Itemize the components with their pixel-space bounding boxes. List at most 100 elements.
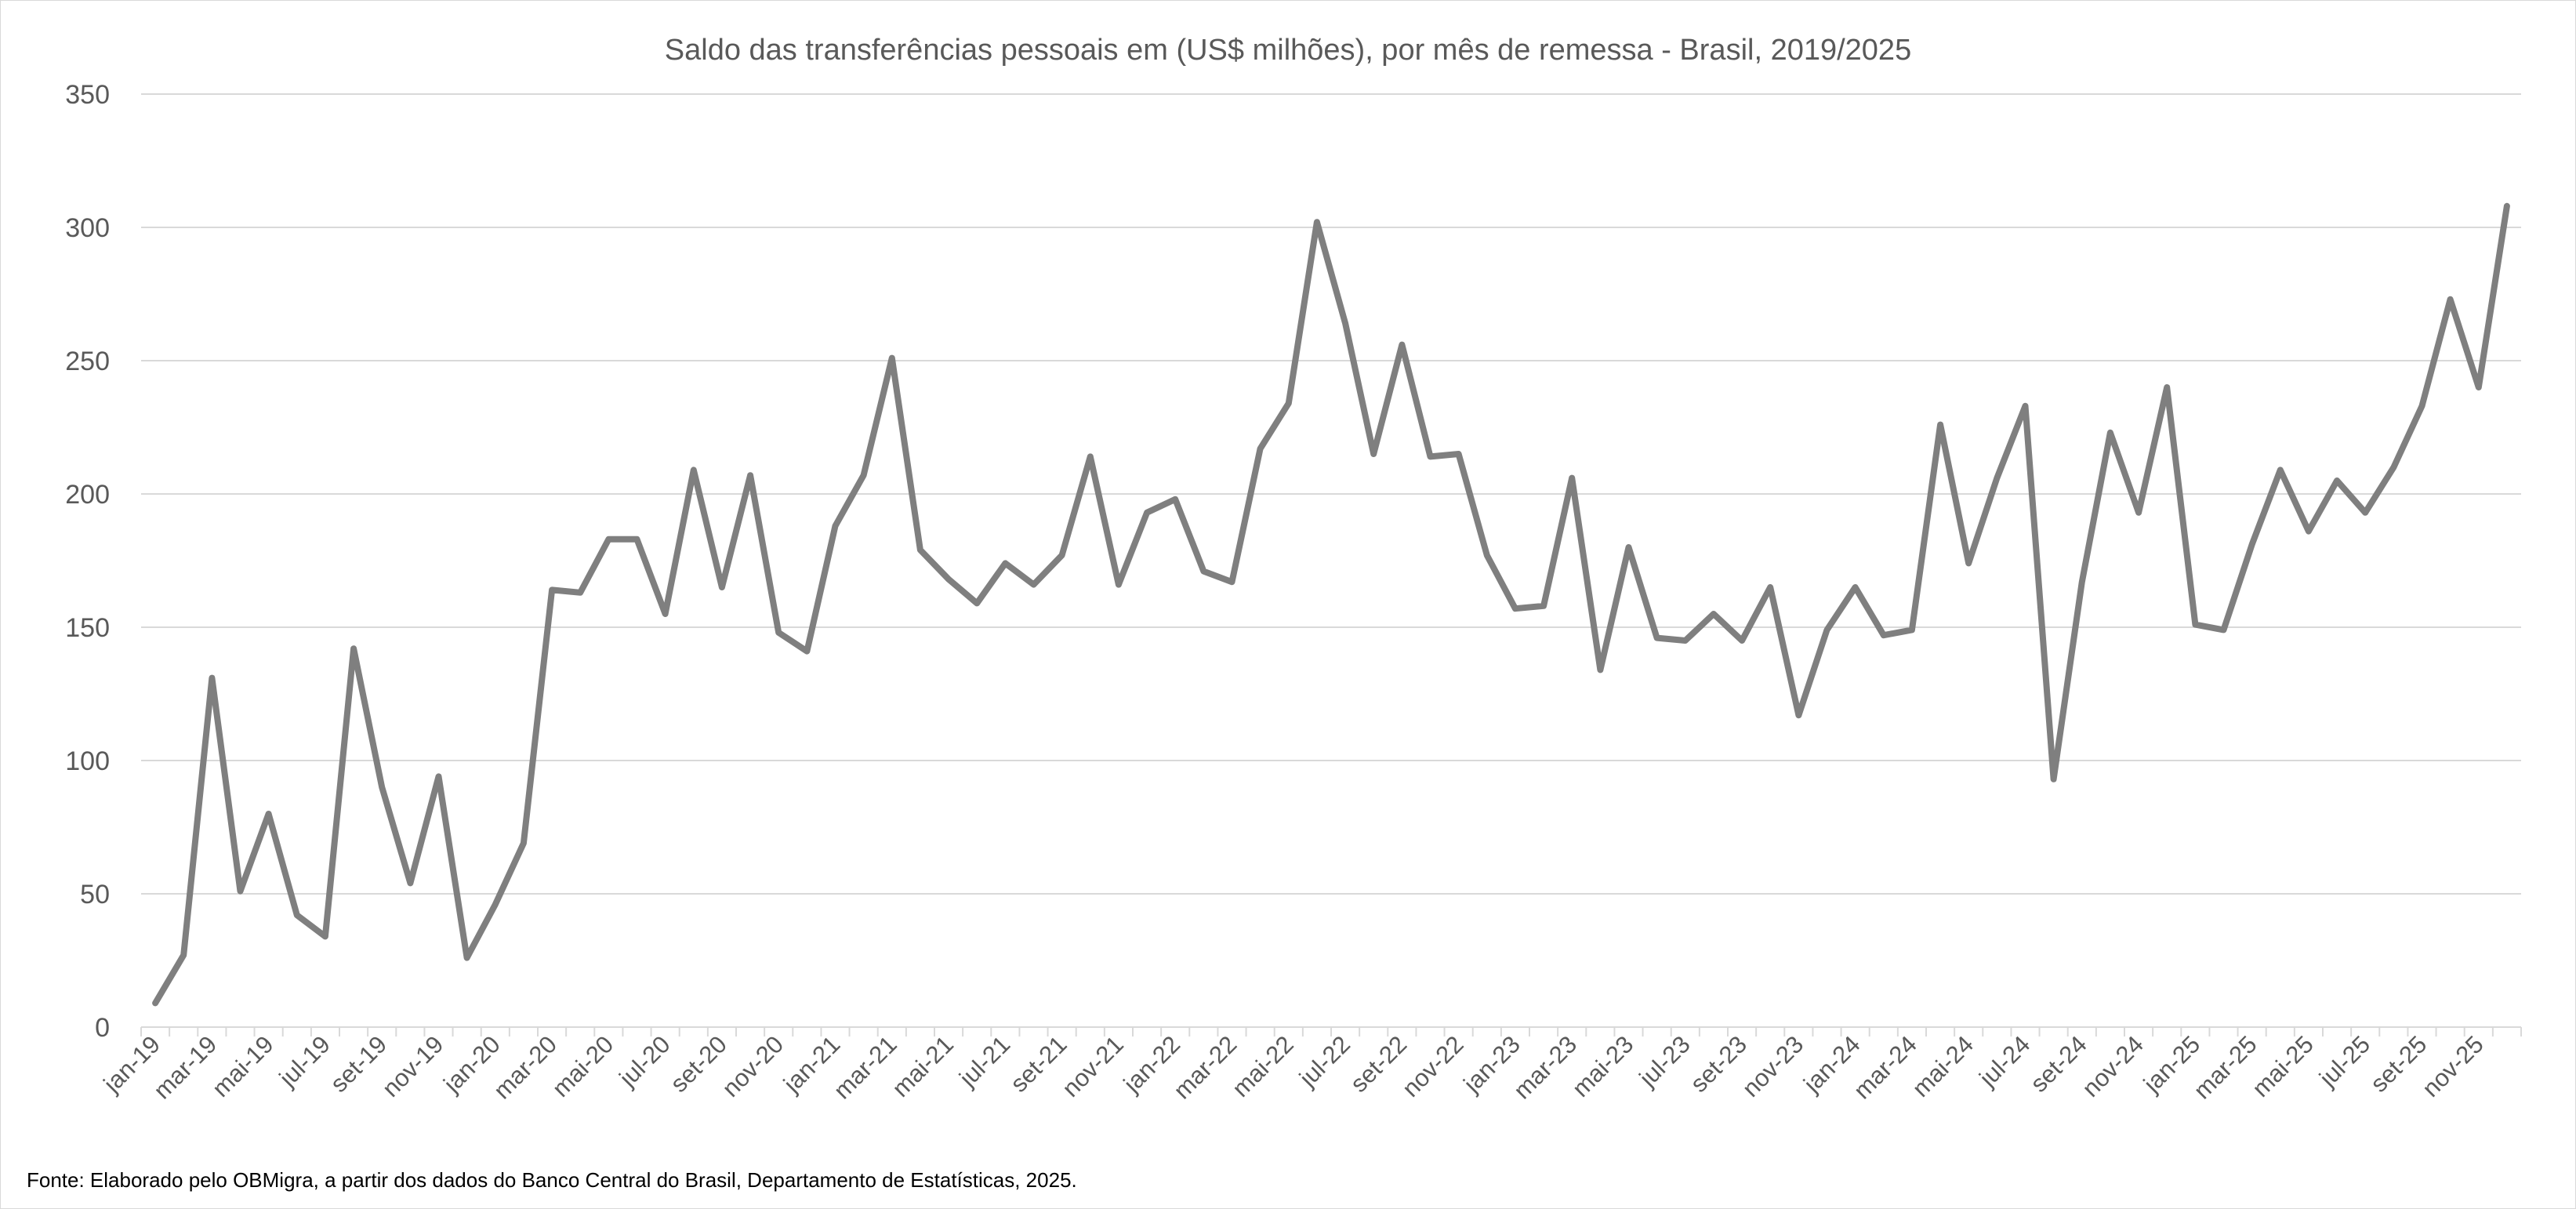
data-point: [1654, 635, 1660, 641]
x-tick-label: jul-19: [274, 1030, 336, 1092]
data-point: [1994, 475, 2000, 481]
data-point: [1116, 582, 1121, 587]
x-axis: jan-19mar-19mai-19jul-19set-19nov-19jan-…: [98, 1026, 2522, 1104]
data-point: [2306, 528, 2311, 534]
data-point: [1740, 638, 1745, 643]
data-point: [209, 675, 215, 681]
data-point: [2023, 403, 2028, 408]
data-point: [153, 1000, 158, 1006]
y-tick-label: 250: [65, 347, 110, 376]
data-point: [181, 953, 187, 958]
x-tick-label: nov-19: [377, 1030, 449, 1102]
x-tick-label: mar-21: [829, 1030, 902, 1104]
x-tick-label: nov-21: [1057, 1030, 1129, 1102]
data-point: [1201, 568, 1206, 574]
data-point: [1229, 579, 1235, 585]
y-tick-label: 150: [65, 613, 110, 643]
data-point: [492, 902, 498, 907]
x-tick-label: mai-21: [887, 1030, 959, 1102]
data-point: [691, 467, 696, 473]
x-tick-label: nov-20: [717, 1030, 789, 1102]
x-tick-label: mar-19: [148, 1030, 222, 1104]
data-point: [606, 536, 611, 542]
data-point: [917, 547, 923, 553]
data-point: [776, 630, 782, 635]
x-tick-label: mar-24: [1849, 1030, 1922, 1104]
data-point: [1966, 561, 1972, 566]
data-point: [2419, 403, 2425, 408]
x-tick-label: mai-22: [1227, 1030, 1299, 1102]
y-tick-label: 0: [95, 1013, 110, 1043]
data-point: [1286, 401, 1291, 406]
data-point: [2335, 478, 2340, 483]
data-point: [1456, 452, 1461, 456]
x-tick-label: nov-22: [1397, 1030, 1469, 1102]
data-point: [1938, 422, 1943, 427]
y-tick-label: 200: [65, 480, 110, 510]
data-point: [2221, 627, 2226, 633]
data-point: [889, 355, 894, 361]
x-tick-label: mar-20: [488, 1030, 562, 1104]
data-point: [1852, 585, 1858, 590]
x-tick-label: mai-25: [2247, 1030, 2319, 1102]
data-point: [266, 811, 271, 816]
x-tick-label: jul-23: [1634, 1030, 1696, 1092]
data-point: [748, 473, 753, 478]
data-point: [1484, 553, 1489, 558]
data-point: [634, 536, 640, 542]
data-point: [833, 523, 838, 528]
series-line: [152, 202, 2510, 1007]
data-point: [1371, 452, 1377, 456]
data-point: [2249, 542, 2255, 547]
data-point: [1711, 612, 1716, 616]
data-point: [1598, 667, 1603, 673]
data-point: [1003, 561, 1008, 566]
data-point: [946, 576, 952, 582]
data-point: [1569, 475, 1575, 481]
data-point: [379, 785, 385, 790]
data-point: [861, 473, 866, 478]
data-point: [408, 880, 413, 886]
data-point: [550, 587, 555, 593]
y-tick-label: 50: [80, 880, 110, 909]
x-tick-label: nov-24: [2077, 1030, 2149, 1102]
data-point: [1031, 582, 1036, 587]
x-tick-label: jul-20: [614, 1030, 676, 1092]
data-point: [2079, 579, 2084, 585]
x-tick-label: mar-23: [1508, 1030, 1582, 1104]
x-tick-label: mai-24: [1907, 1030, 1979, 1102]
data-point: [1881, 633, 1886, 638]
data-point: [1626, 545, 1631, 550]
data-point: [464, 955, 470, 960]
data-point: [2391, 465, 2396, 470]
data-point: [436, 774, 441, 779]
data-point: [2136, 510, 2142, 515]
y-tick-label: 300: [65, 213, 110, 243]
data-point: [351, 646, 357, 652]
data-point: [2107, 430, 2113, 435]
data-point: [1428, 454, 1433, 459]
data-point: [2193, 622, 2198, 627]
x-tick-label: mai-20: [547, 1030, 619, 1102]
data-point: [1257, 446, 1263, 452]
data-point: [974, 601, 980, 606]
gridlines: [141, 93, 2521, 895]
data-point: [2277, 467, 2283, 473]
data-point: [1343, 321, 1348, 326]
data-point: [1512, 606, 1518, 612]
data-point: [1059, 553, 1065, 558]
data-point: [2447, 296, 2453, 302]
data-point: [1314, 220, 1319, 225]
data-point: [578, 590, 583, 595]
x-tick-label: mar-25: [2188, 1030, 2262, 1104]
x-tick-label: jul-25: [2313, 1030, 2375, 1092]
y-axis: 0 50 100 150 200 250 300 350: [65, 80, 110, 1043]
x-tick-label: jul-21: [953, 1030, 1015, 1092]
data-point: [322, 934, 328, 939]
data-point: [1682, 638, 1688, 643]
x-tick-label: jul-22: [1293, 1030, 1355, 1092]
data-point: [1768, 585, 1773, 590]
x-tick-label: nov-23: [1737, 1030, 1809, 1102]
